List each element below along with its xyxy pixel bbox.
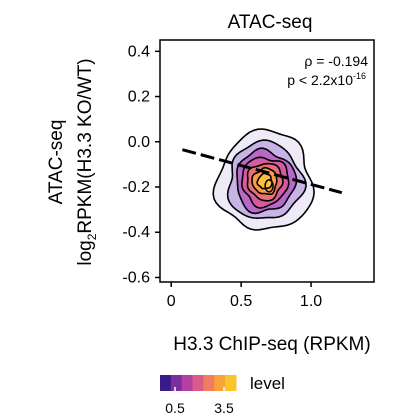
y-axis-ticks: 0.4 0.2 0.0 -0.2 -0.4 -0.6 xyxy=(122,43,160,286)
legend-swatch xyxy=(160,375,172,391)
y-label-log: log xyxy=(75,240,96,265)
y-tick-label: -0.6 xyxy=(122,269,150,286)
y-label-subscript: 2 xyxy=(85,233,99,240)
legend: level 0.5 3.5 xyxy=(160,374,285,416)
legend-swatch xyxy=(192,375,204,391)
legend-colorbar xyxy=(160,375,237,391)
y-tick-label: -0.2 xyxy=(122,179,150,196)
legend-swatch xyxy=(170,375,183,391)
p-value-annotation: p < 2.2x10-16 xyxy=(287,71,366,88)
y-tick-label: 0.2 xyxy=(128,89,150,106)
legend-tick-high: 3.5 xyxy=(214,400,234,416)
contour-peak-ring xyxy=(264,179,274,193)
legend-swatch xyxy=(225,375,237,391)
y-axis-label-line2: log2RPKM(H3.3 KO/WT) xyxy=(75,58,99,265)
trend-line xyxy=(181,148,343,195)
x-tick-label: 0.5 xyxy=(230,293,252,310)
y-tick-label: -0.4 xyxy=(122,224,150,241)
plot-area xyxy=(181,128,343,231)
chart-title: ATAC-seq xyxy=(228,12,313,33)
density-contours xyxy=(212,128,315,231)
legend-swatch xyxy=(181,375,194,391)
x-axis-ticks: 0 0.5 1.0 xyxy=(167,282,322,310)
legend-swatch xyxy=(214,375,226,391)
plot-frame xyxy=(159,39,375,283)
rho-annotation: ρ = -0.194 xyxy=(304,53,368,69)
p-value-exponent: -16 xyxy=(353,71,366,81)
y-axis-label-line1: ATAC-seq xyxy=(46,120,67,205)
legend-title: level xyxy=(250,374,285,393)
y-tick-label: 0.4 xyxy=(128,43,150,60)
p-value-text: p < 2.2x10 xyxy=(287,72,353,88)
legend-tick-low: 0.5 xyxy=(165,400,185,416)
x-axis-label: H3.3 ChIP-seq (RPKM) xyxy=(173,334,370,355)
x-tick-label: 0 xyxy=(167,293,176,310)
y-tick-label: 0.0 xyxy=(128,134,150,151)
y-label-rest: RPKM(H3.3 KO/WT) xyxy=(75,58,96,233)
contour-level xyxy=(256,172,273,190)
legend-swatch xyxy=(203,375,215,391)
x-tick-label: 1.0 xyxy=(300,293,322,310)
